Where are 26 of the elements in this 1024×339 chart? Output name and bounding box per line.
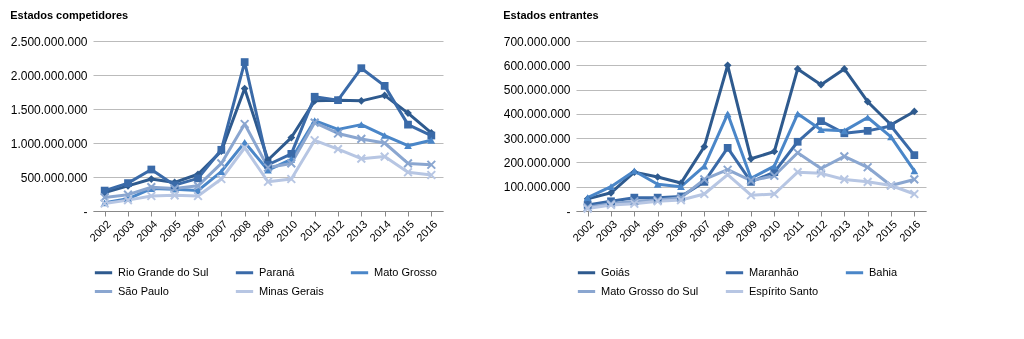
y-tick-label: 200.000.000 (503, 155, 571, 170)
y-tick-label: 600.000.000 (503, 58, 571, 73)
chart-title: Estados competidores (10, 9, 129, 21)
legend-label: Espírito Santo (749, 284, 819, 297)
legend-label: Rio Grande do Sul (118, 265, 209, 278)
y-tick-label: 500.000.000 (503, 83, 571, 98)
legend-label: Bahia (869, 265, 899, 278)
y-tick-label: 2.500.000.000 (10, 34, 88, 49)
y-tick-label: - (83, 204, 88, 219)
legend-label: Minas Gerais (259, 284, 325, 297)
legend-label: Goiás (601, 265, 631, 278)
legend-label: Maranhão (749, 265, 799, 278)
legend-label: São Paulo (118, 284, 169, 297)
legend-label: Paraná (259, 265, 296, 278)
y-tick-label: 1.000.000.000 (10, 136, 88, 151)
y-tick-label: 1.500.000.000 (10, 102, 88, 117)
y-tick-label: 300.000.000 (503, 131, 571, 146)
y-tick-label: 100.000.000 (503, 180, 571, 195)
legend-label: Mato Grosso do Sul (601, 284, 699, 297)
y-tick-label: 500.000.000 (20, 170, 88, 185)
legend-label: Mato Grosso (374, 265, 437, 278)
y-tick-label: 700.000.000 (503, 34, 571, 49)
y-tick-label: - (566, 204, 571, 219)
y-tick-label: 400.000.000 (503, 107, 571, 122)
y-tick-label: 2.000.000.000 (10, 68, 88, 83)
chart-title: Estados entrantes (503, 9, 599, 21)
